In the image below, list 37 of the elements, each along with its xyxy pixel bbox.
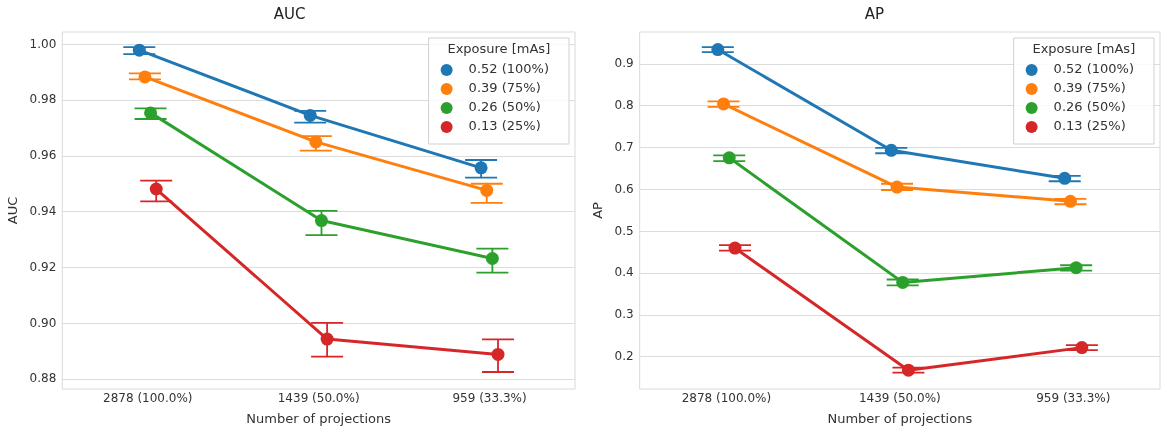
legend-label: 0.39 (75%)	[1053, 80, 1126, 96]
legend-label: 0.13 (25%)	[1053, 118, 1126, 134]
legend-title: Exposure [mAs]	[1032, 41, 1136, 57]
y-tick-label: 0.96	[29, 148, 57, 163]
y-tick-label: 0.6	[614, 181, 634, 196]
y-axis-title: AP	[590, 201, 606, 219]
legend-label: 0.26 (50%)	[1053, 99, 1126, 115]
y-tick-label: 0.92	[29, 259, 57, 274]
legend-label: 0.13 (25%)	[468, 118, 541, 134]
legend-label: 0.39 (75%)	[468, 80, 541, 96]
x-axis-title: Number of projections	[827, 410, 973, 426]
legend-label: 0.26 (50%)	[468, 99, 541, 115]
legend-label: 0.52 (100%)	[468, 61, 549, 77]
y-tick-label: 0.4	[614, 265, 634, 280]
x-tick-label: 2878 (100.0%)	[103, 391, 193, 406]
chart-title: AP	[864, 4, 885, 23]
y-tick-label: 0.3	[614, 307, 634, 322]
legend-title: Exposure [mAs]	[447, 41, 551, 57]
x-axis-title: Number of projections	[246, 410, 392, 426]
y-tick-label: 0.88	[29, 371, 57, 386]
x-tick-label: 2878 (100.0%)	[681, 391, 772, 406]
x-tick-label: 1439 (50.0%)	[858, 391, 941, 406]
y-tick-label: 0.94	[29, 204, 57, 219]
x-tick-label: 1439 (50.0%)	[277, 391, 360, 406]
y-tick-label: 0.5	[614, 223, 634, 238]
y-tick-label: 0.98	[29, 92, 57, 107]
chart-title: AUC	[273, 4, 306, 23]
legend-label: 0.52 (100%)	[1053, 61, 1134, 77]
y-tick-label: 1.00	[29, 36, 57, 51]
y-axis-title: AUC	[5, 196, 21, 225]
y-tick-label: 0.2	[614, 348, 634, 363]
x-tick-label: 959 (33.3%)	[1036, 391, 1111, 406]
y-tick-label: 0.7	[614, 139, 634, 154]
y-tick-label: 0.8	[614, 98, 634, 113]
y-tick-label: 0.9	[614, 56, 634, 71]
x-tick-label: 959 (33.3%)	[452, 391, 527, 406]
y-tick-label: 0.90	[29, 315, 57, 330]
